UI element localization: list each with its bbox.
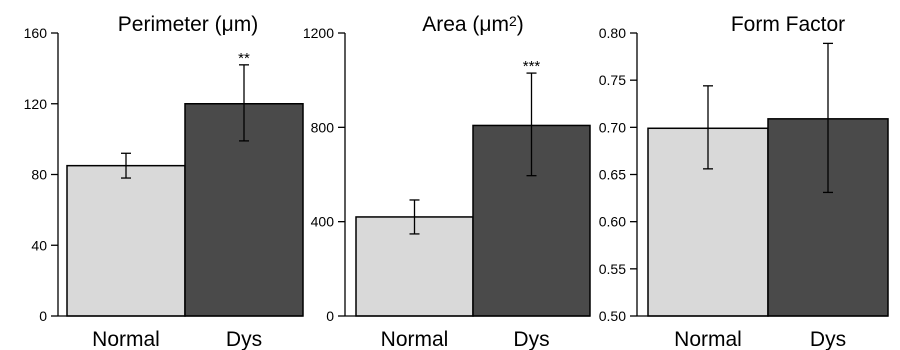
panel-3-y-tick-label: 0.70 <box>599 119 626 135</box>
panel-2-category-label: Dys <box>513 328 549 350</box>
panel-1-category-label: Normal <box>92 328 160 350</box>
panel-1-title-unit: μm <box>222 13 252 36</box>
panel-2-y-tick-label: 1200 <box>303 25 334 41</box>
panel-2-title-main: Area ( <box>422 13 479 36</box>
panel-3-y-tick-label: 0.80 <box>599 25 626 41</box>
panel-2-title-sup: 2 <box>509 13 517 29</box>
panel-2-significance-label: *** <box>523 58 541 75</box>
panel-1-title-close: ) <box>251 13 258 36</box>
panel-2-category-label: Normal <box>381 328 449 350</box>
panel-3-y-tick-label: 0.75 <box>599 72 626 88</box>
panel-3-y-tick-label: 0.50 <box>599 308 626 324</box>
panel-3-title-main: Form Factor <box>731 13 845 36</box>
panel-1-y-tick-label: 0 <box>39 308 47 324</box>
panel-2-title: Area (μm2) <box>422 13 524 36</box>
panel-3-y-tick-label: 0.60 <box>599 214 626 230</box>
panel-3-title: Form Factor <box>731 13 845 36</box>
panel-1-y-tick-label: 160 <box>24 25 48 41</box>
panel-3-category-label: Normal <box>674 328 742 350</box>
panel-3-category-label: Dys <box>810 328 846 350</box>
panel-2-title-close: ) <box>517 13 524 36</box>
panel-1-y-tick-label: 120 <box>24 96 48 112</box>
panel-1-category-label: Dys <box>226 328 262 350</box>
panel-1-significance-label: ** <box>238 50 250 67</box>
panel-2-y-tick-label: 800 <box>311 119 335 135</box>
panel-3-y-tick-label: 0.65 <box>599 167 626 183</box>
panel-1-y-tick-label: 40 <box>31 237 47 253</box>
panel-2-title-unit: μm <box>479 13 509 36</box>
panel-1-title-main: Perimeter ( <box>118 13 222 36</box>
panel-1-title: Perimeter (μm) <box>118 13 258 36</box>
panel-1-y-tick-label: 80 <box>31 167 47 183</box>
panel-3-y-tick-label: 0.55 <box>599 261 626 277</box>
panel-2-y-tick-label: 400 <box>311 214 335 230</box>
panel-2-y-tick-label: 0 <box>326 308 334 324</box>
panel-1-bar-normal <box>66 164 186 317</box>
